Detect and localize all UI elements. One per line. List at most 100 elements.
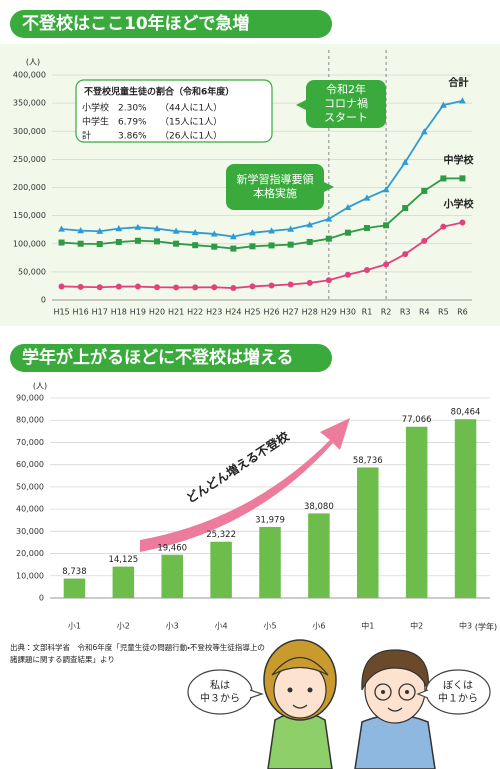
bar <box>454 419 477 598</box>
x-tick-label: H16 <box>73 308 89 317</box>
point <box>306 279 313 286</box>
point <box>383 261 390 268</box>
point <box>211 243 218 250</box>
x-tick-label: H29 <box>321 308 337 317</box>
x-tick-label: H19 <box>130 308 146 317</box>
x-axis-unit: (学年) <box>475 622 497 632</box>
series-label: 合計 <box>447 76 468 89</box>
x-tick-label: H24 <box>225 308 241 317</box>
callout-text: コロナ禍 <box>324 96 368 110</box>
value-label: 77,066 <box>402 415 432 425</box>
point <box>420 128 428 135</box>
y-tick-label: 350,000 <box>13 99 46 108</box>
point <box>306 221 314 228</box>
source-text: 諸課題に関する調査結果」より <box>10 654 115 664</box>
point <box>96 284 103 291</box>
point <box>459 219 466 226</box>
callout-text: 新学習指導要領 <box>237 172 314 186</box>
y-tick-label: 200,000 <box>13 183 46 192</box>
bar <box>405 426 428 598</box>
value-label: 14,125 <box>108 555 138 565</box>
x-tick-label: H15 <box>53 308 69 317</box>
point <box>344 271 351 278</box>
point <box>325 215 333 222</box>
value-label: 58,736 <box>353 456 383 466</box>
y-tick-label: 30,000 <box>16 527 44 536</box>
series-line <box>61 221 463 289</box>
x-tick-label: H18 <box>111 308 127 317</box>
speech-text: ぼくは <box>443 680 473 692</box>
value-label: 19,460 <box>157 543 187 553</box>
point <box>421 187 428 194</box>
point <box>306 238 313 245</box>
bar <box>357 467 379 598</box>
point <box>230 245 237 252</box>
value-label: 80,464 <box>451 408 481 418</box>
point <box>210 230 218 237</box>
x-tick-label: 中3 <box>459 621 472 631</box>
point <box>77 240 84 247</box>
y-tick-label: 10,000 <box>16 571 44 580</box>
callout-box <box>306 80 386 128</box>
y-tick-label: 400,000 <box>13 71 46 80</box>
note-cell: 小学校 <box>82 102 109 114</box>
x-tick-label: 小5 <box>263 622 276 631</box>
point <box>211 284 218 291</box>
point <box>287 241 294 248</box>
x-tick-label: R2 <box>381 308 392 317</box>
value-label: 8,738 <box>62 567 86 577</box>
x-tick-label: 小3 <box>166 622 179 631</box>
callout-tail <box>324 182 334 192</box>
note-title: 不登校児童生徒の割合（令和6年度） <box>84 86 234 98</box>
point <box>154 238 160 245</box>
speech-text: 中１から <box>438 692 478 705</box>
bar <box>63 578 86 598</box>
point <box>249 243 256 250</box>
source-text: 出典：文部科学省 令和6年度「児童生徒の問題行動・不登校等生徒指導上の <box>10 642 265 652</box>
x-tick-label: R1 <box>362 308 373 317</box>
x-tick-label: R4 <box>419 308 430 317</box>
point <box>191 228 199 236</box>
note-box <box>75 79 273 143</box>
y-tick-label: 50,000 <box>16 482 44 491</box>
point <box>173 240 180 247</box>
callout-text: 本格実施 <box>253 186 297 200</box>
y-tick-label: 250,000 <box>13 155 46 164</box>
point <box>230 285 237 292</box>
y-tick-label: 20,000 <box>16 549 44 558</box>
x-tick-label: H25 <box>244 308 260 317</box>
speech-text: 私は <box>210 680 230 692</box>
point <box>459 175 466 182</box>
y-tick-label: 60,000 <box>16 460 44 469</box>
point <box>382 186 390 193</box>
y-tick-label: 150,000 <box>13 211 46 220</box>
point <box>364 225 370 232</box>
note-cell: 中学生 <box>82 116 109 128</box>
callout-tail <box>296 100 306 110</box>
title-banner <box>10 10 332 38</box>
value-label: 38,080 <box>304 502 334 512</box>
point <box>344 229 351 236</box>
point <box>134 237 141 244</box>
x-tick-label: H27 <box>283 308 299 317</box>
speech-text: 中３から <box>200 692 240 705</box>
value-label: 31,979 <box>255 515 285 525</box>
point <box>364 266 370 273</box>
point <box>115 283 122 290</box>
point <box>58 225 65 232</box>
point <box>287 281 294 288</box>
point <box>421 237 428 244</box>
point <box>134 283 141 290</box>
point <box>268 242 275 249</box>
point <box>287 225 295 232</box>
bar <box>210 541 232 598</box>
bar <box>259 526 281 598</box>
series-label: 小学校 <box>442 198 474 211</box>
point <box>440 223 447 230</box>
x-tick-label: H22 <box>187 308 203 317</box>
point <box>96 240 103 247</box>
note-cell: （26人に1人） <box>160 131 222 142</box>
note-cell: 6.79% <box>118 118 147 128</box>
point <box>440 175 447 182</box>
point <box>249 229 256 236</box>
